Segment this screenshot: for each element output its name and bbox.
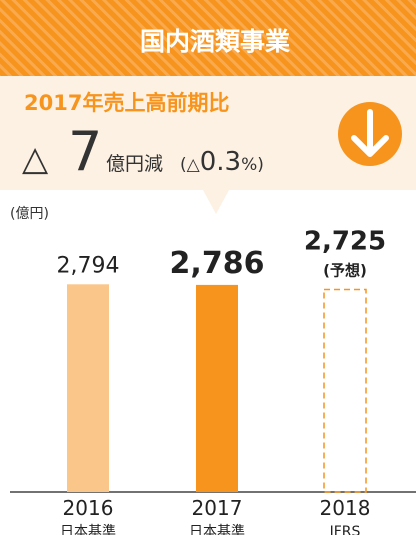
change-value: 7 (68, 120, 102, 183)
change-symbol: △ (22, 139, 49, 179)
value-label: 2,786 (170, 246, 265, 281)
annotation: (予想) (323, 261, 367, 279)
chart-title: 国内酒類事業 (140, 27, 290, 56)
x-tick-label: 2017 (192, 496, 243, 520)
bar (67, 284, 109, 492)
x-tick-note: 日本基準 (189, 523, 245, 535)
bar (323, 288, 367, 493)
x-tick-label: 2018 (320, 496, 371, 520)
percent-prefix: (△ (180, 155, 201, 175)
value-label: 2,725 (304, 226, 386, 256)
down-icon (338, 102, 402, 166)
pointer (203, 190, 229, 214)
header-band (0, 0, 416, 76)
y-axis-label: (億円) (10, 206, 49, 222)
bar (196, 284, 238, 492)
change-percent: (△0.3%) (180, 147, 264, 177)
x-tick-label: 2016 (63, 496, 114, 520)
value-label: 2,794 (57, 253, 120, 278)
change-unit: 億円減 (106, 153, 163, 175)
x-tick-note: 日本基準 (60, 523, 116, 535)
x-tick-note: IFRS (330, 524, 361, 535)
percent-suffix: %) (241, 155, 264, 175)
percent-value: 0.3 (200, 147, 241, 177)
subtitle: 2017年売上高前期比 (24, 91, 229, 115)
